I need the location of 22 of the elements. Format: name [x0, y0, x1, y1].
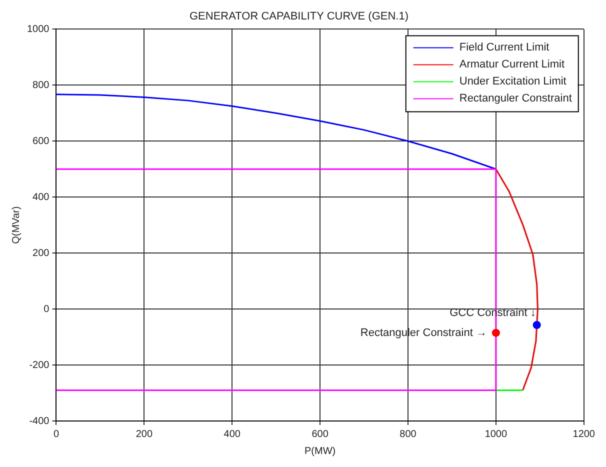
- y-tick-label: -400: [29, 416, 50, 427]
- x-tick-label: 0: [53, 428, 60, 440]
- y-tick-label: 800: [32, 80, 50, 91]
- y-tick-label: 400: [32, 192, 50, 203]
- x-tick-label: 800: [400, 428, 417, 440]
- y-tick-label: -200: [29, 360, 50, 371]
- legend-label: Armatur Current Limit: [459, 58, 565, 71]
- x-tick-label: 400: [224, 428, 241, 440]
- y-tick-label: 0: [44, 304, 50, 315]
- chart-title: GENERATOR CAPABILITY CURVE (GEN.1): [189, 10, 409, 23]
- y-tick-label: 600: [32, 136, 50, 147]
- x-tick-label: 600: [312, 428, 329, 440]
- x-tick-label: 200: [136, 428, 153, 440]
- y-axis-title: Q(MVar): [10, 206, 22, 244]
- x-tick-label: 1200: [572, 428, 596, 440]
- legend-label: Field Current Limit: [459, 42, 550, 54]
- legend-label: Under Excitation Limit: [459, 76, 566, 88]
- x-tick-label: 1000: [484, 428, 508, 440]
- y-tick-label: 1000: [26, 24, 50, 35]
- legend-label: Rectanguler Constraint: [459, 92, 572, 105]
- y-tick-label: 200: [32, 248, 50, 259]
- x-axis-title: P(MW): [304, 446, 336, 457]
